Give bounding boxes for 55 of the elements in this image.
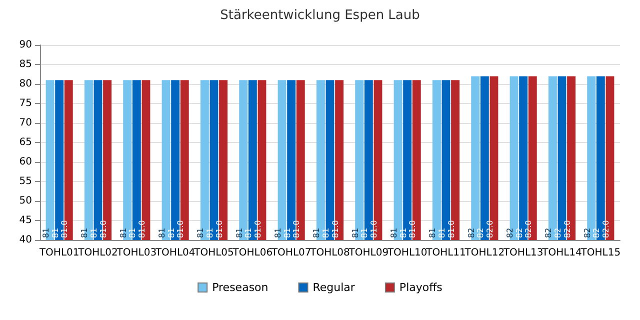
data-label: 81: [234, 228, 244, 238]
y-tick-label: 60: [19, 156, 32, 168]
data-label: 81: [118, 228, 128, 238]
data-label: 82.0: [524, 220, 534, 238]
data-label: 81: [80, 228, 90, 238]
data-label: 81: [158, 228, 167, 238]
data-label: 82: [466, 228, 476, 238]
data-label: 82: [582, 228, 592, 238]
data-label: 82: [506, 228, 515, 238]
x-tick-label: TOHL13: [502, 248, 544, 258]
y-tick-label: 50: [19, 196, 32, 206]
y-tick-label: 45: [19, 215, 32, 226]
data-label: 81: [312, 228, 322, 238]
data-label: 81: [428, 228, 438, 238]
data-label: 81.0: [408, 220, 418, 238]
y-tick-label: 70: [19, 118, 32, 128]
x-tick-label: TOHL09: [348, 248, 389, 258]
data-label: 81: [42, 228, 51, 238]
data-label: 81: [360, 228, 370, 238]
x-tick-label: TOHL05: [193, 248, 234, 258]
y-tick-label: 55: [19, 176, 32, 187]
data-label: 81.0: [60, 220, 70, 238]
x-tick-label: TOHL03: [116, 248, 157, 258]
y-tick-label: 75: [19, 98, 32, 109]
data-label: 81: [196, 228, 206, 238]
data-label: 82: [592, 228, 602, 238]
legend-label: Preseason: [212, 281, 268, 294]
chart-title: Stärkeentwicklung Espen Laub: [220, 8, 420, 23]
y-tick-label: 80: [19, 78, 32, 90]
x-tick-label: TOHL06: [232, 248, 273, 258]
data-label: 82: [544, 228, 554, 238]
y-tick-label: 90: [19, 40, 32, 50]
y-tick-label: 65: [19, 137, 32, 148]
x-tick-label: TOHL10: [386, 248, 428, 258]
x-tick-label: TOHL07: [270, 248, 312, 258]
data-label: 81.0: [176, 220, 186, 238]
x-tick-label: TOHL15: [580, 248, 621, 258]
y-tick-label: 85: [19, 59, 32, 70]
x-tick-label: TOHL02: [77, 248, 118, 258]
x-tick-label: TOHL14: [541, 248, 582, 258]
data-label: 81: [274, 228, 283, 238]
x-tick-label: TOHL01: [38, 248, 80, 258]
data-label: 82: [476, 228, 486, 238]
x-tick-label: TOHL11: [425, 248, 466, 258]
x-tick-label: TOHL04: [154, 248, 196, 258]
data-label: 81.0: [292, 220, 302, 238]
legend-label: Regular: [312, 281, 356, 294]
x-tick-label: TOHL08: [309, 248, 350, 258]
y-tick-label: 40: [19, 234, 32, 246]
data-label: 81: [350, 228, 360, 238]
legend-label: Playoffs: [399, 281, 443, 294]
x-tick-label: TOHL12: [464, 248, 505, 258]
data-label: 81: [390, 228, 399, 238]
data-label: 81: [244, 228, 254, 238]
data-label: 81: [128, 228, 138, 238]
